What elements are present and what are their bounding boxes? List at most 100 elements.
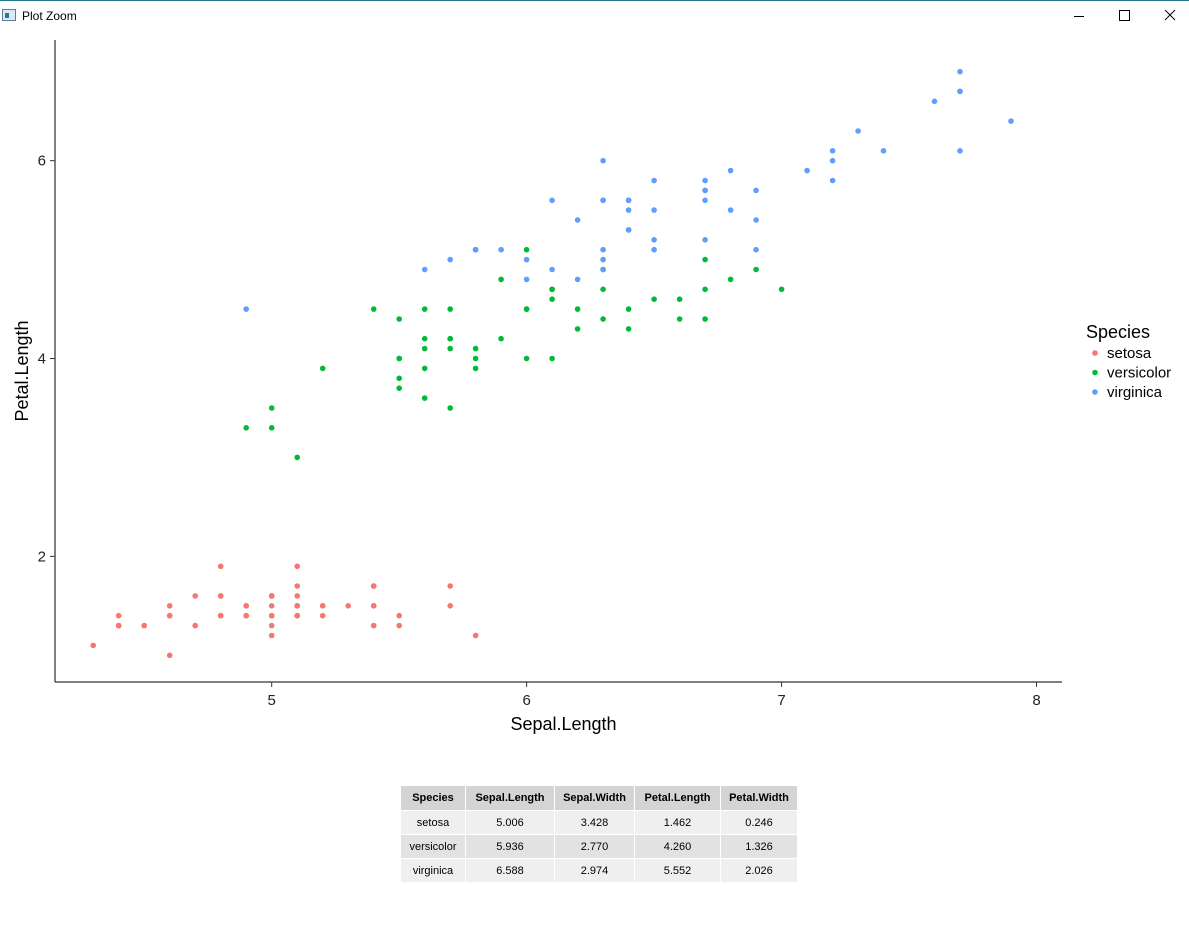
- data-point-virginica: [447, 256, 454, 263]
- data-point-virginica: [957, 88, 963, 95]
- legend-key-virginica: [1092, 389, 1098, 395]
- table-cell: 3.428: [555, 811, 635, 835]
- data-point-virginica: [931, 98, 938, 105]
- table-cell: virginica: [401, 859, 466, 883]
- app-plot-icon: [2, 9, 16, 21]
- data-point-setosa: [294, 603, 301, 609]
- data-point-setosa: [90, 642, 96, 649]
- data-point-versicolor: [574, 306, 581, 312]
- data-point-versicolor: [319, 365, 326, 372]
- y-axis-title: Petal.Length: [12, 320, 32, 421]
- data-point-versicolor: [778, 286, 785, 293]
- data-point-versicolor: [549, 286, 555, 293]
- legend-key-versicolor: [1092, 369, 1098, 376]
- data-points: [90, 68, 1014, 659]
- summary-table: Species Sepal.Length Sepal.Width Petal.Leng…: [401, 786, 798, 883]
- data-point-setosa: [319, 612, 326, 619]
- data-point-virginica: [574, 276, 581, 283]
- data-point-virginica: [829, 157, 836, 164]
- data-point-virginica: [855, 128, 861, 134]
- table-cell: 2.974: [555, 859, 635, 883]
- close-button[interactable]: [1147, 1, 1189, 31]
- data-point-versicolor: [574, 326, 581, 332]
- data-point-setosa: [268, 622, 275, 629]
- data-point-virginica: [702, 187, 708, 194]
- table-cell: setosa: [401, 811, 466, 835]
- column-header: Species: [401, 786, 466, 811]
- data-point-virginica: [574, 217, 581, 223]
- x-tick-label: 6: [522, 692, 530, 709]
- data-point-setosa: [166, 603, 173, 609]
- column-header: Petal.Width: [721, 786, 798, 811]
- table-cell: versicolor: [401, 835, 466, 859]
- data-point-setosa: [192, 622, 198, 629]
- maximize-icon: [1119, 10, 1130, 21]
- data-point-versicolor: [676, 296, 683, 303]
- data-point-versicolor: [421, 345, 428, 352]
- data-point-setosa: [345, 603, 352, 609]
- data-point-virginica: [1008, 118, 1014, 124]
- axes: 5 6 7 8 2 4 6 Sepal.Length Petal.Length: [12, 40, 1062, 734]
- data-point-setosa: [268, 603, 275, 609]
- data-point-virginica: [600, 246, 606, 253]
- data-point-setosa: [217, 612, 224, 619]
- data-point-setosa: [370, 603, 377, 609]
- data-point-virginica: [600, 266, 606, 273]
- data-point-versicolor: [600, 316, 606, 322]
- data-point-setosa: [166, 612, 173, 619]
- data-point-versicolor: [396, 355, 403, 362]
- data-point-versicolor: [549, 355, 555, 362]
- data-point-setosa: [370, 622, 377, 629]
- data-point-virginica: [625, 197, 632, 204]
- maximize-button[interactable]: [1101, 1, 1147, 31]
- data-point-virginica: [804, 167, 810, 174]
- data-point-virginica: [421, 266, 428, 273]
- column-header: Sepal.Length: [466, 786, 555, 811]
- data-point-versicolor: [396, 316, 403, 322]
- data-point-setosa: [294, 583, 301, 589]
- data-point-versicolor: [447, 306, 454, 312]
- column-header: Petal.Length: [635, 786, 721, 811]
- data-point-setosa: [294, 612, 301, 619]
- scatter-plot: 5 6 7 8 2 4 6 Sepal.Length Petal.Length Species s…: [12, 40, 1171, 734]
- data-point-setosa: [141, 622, 147, 629]
- data-point-versicolor: [396, 385, 403, 392]
- table-cell: 2.026: [721, 859, 798, 883]
- data-point-versicolor: [447, 405, 454, 411]
- data-point-virginica: [472, 246, 479, 253]
- data-point-virginica: [829, 148, 836, 154]
- data-point-setosa: [217, 593, 224, 599]
- table-row: setosa 5.006 3.428 1.462 0.246: [401, 811, 798, 835]
- minimize-button[interactable]: [1055, 1, 1101, 31]
- data-point-setosa: [217, 563, 224, 570]
- close-icon: [1164, 9, 1176, 21]
- data-point-versicolor: [243, 425, 249, 431]
- data-point-versicolor: [702, 286, 708, 293]
- table-cell: 1.326: [721, 835, 798, 859]
- data-point-virginica: [600, 256, 606, 263]
- data-point-versicolor: [370, 306, 377, 312]
- data-point-virginica: [829, 177, 836, 184]
- data-point-versicolor: [549, 296, 555, 303]
- table-cell: 6.588: [466, 859, 555, 883]
- data-point-setosa: [472, 632, 479, 639]
- window-title: Plot Zoom: [22, 9, 77, 23]
- data-point-versicolor: [447, 345, 454, 352]
- data-point-versicolor: [651, 296, 657, 303]
- table-row: versicolor 5.936 2.770 4.260 1.326: [401, 835, 798, 859]
- legend: Species setosa versicolor virginica: [1086, 322, 1171, 401]
- data-point-versicolor: [396, 375, 403, 382]
- data-point-virginica: [753, 217, 759, 223]
- data-point-versicolor: [702, 256, 708, 263]
- data-point-setosa: [447, 603, 454, 609]
- data-point-setosa: [115, 612, 122, 619]
- data-point-versicolor: [753, 266, 759, 273]
- data-point-virginica: [957, 68, 963, 75]
- data-point-virginica: [702, 177, 708, 184]
- data-point-virginica: [702, 237, 708, 243]
- data-point-versicolor: [498, 335, 504, 342]
- data-point-virginica: [600, 197, 606, 204]
- data-point-setosa: [268, 612, 275, 619]
- data-point-virginica: [549, 197, 555, 204]
- table-cell: 5.006: [466, 811, 555, 835]
